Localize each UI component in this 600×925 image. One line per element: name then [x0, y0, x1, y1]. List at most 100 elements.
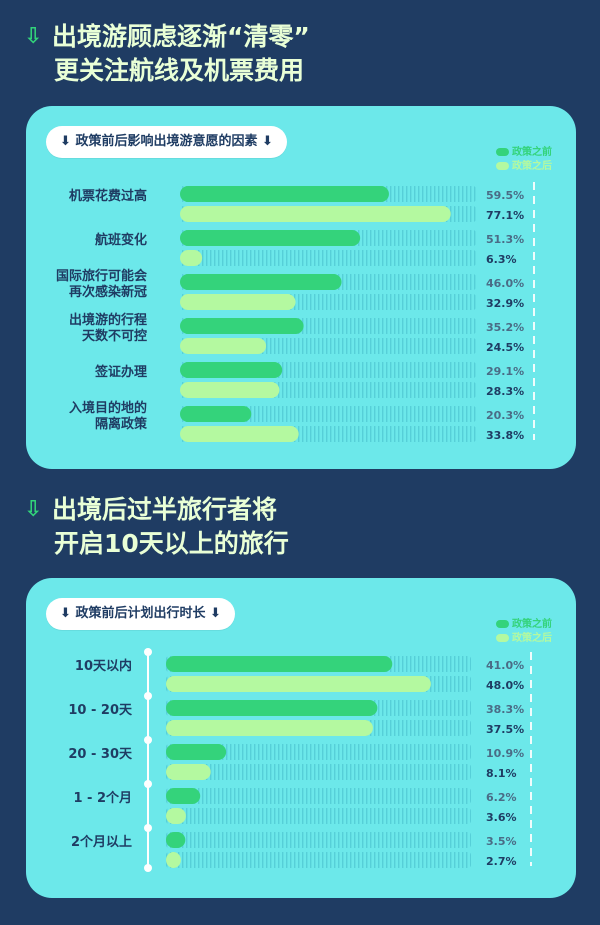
legend-label-after: 政策之后 — [512, 161, 552, 172]
value-label-after: 37.5% — [486, 723, 524, 736]
value-label-after: 3.6% — [486, 811, 517, 824]
section-heading-1: ⇩ 出境游顾虑逐渐“清零” 更关注航线及机票费用 — [24, 20, 310, 88]
arrow-down-icon: ⇩ — [24, 497, 43, 522]
value-label-before: 51.3% — [486, 233, 524, 246]
chart-1-legend: 政策之前 政策之后 — [496, 146, 552, 174]
value-label-after: 33.8% — [486, 429, 524, 442]
bar-after — [166, 720, 373, 736]
bar-before — [166, 700, 378, 716]
chart-1-svg: 59.5% 77.1% 机票花费过高 51.3% 6.3% 航班变化 46.0% 32.9% 国… — [56, 182, 535, 442]
value-label-before: 3.5% — [486, 835, 517, 848]
category-label: 机票花费过高 — [69, 188, 147, 204]
category-label: 20 - 30天 — [68, 747, 133, 762]
guide-dot — [144, 692, 152, 700]
bar-after — [180, 426, 299, 442]
value-label-before: 6.2% — [486, 791, 517, 804]
heading-2-line-1: 出境后过半旅行者将 — [52, 495, 278, 524]
legend-item-before: 政策之前 — [496, 618, 552, 632]
bar-before — [180, 362, 283, 378]
bar-after — [180, 338, 267, 354]
value-label-after: 8.1% — [486, 767, 517, 780]
guide-dot — [144, 736, 152, 744]
category-label: 10天以内 — [75, 658, 132, 674]
bar-before — [166, 744, 227, 760]
bar-before — [180, 186, 389, 202]
value-label-before: 38.3% — [486, 703, 524, 716]
category-label: 隔离政策 — [95, 416, 148, 432]
bar-track — [166, 808, 471, 824]
bar-after — [166, 764, 211, 780]
value-label-before: 59.5% — [486, 189, 524, 202]
legend-swatch-before — [496, 620, 509, 628]
legend-item-before: 政策之前 — [496, 146, 552, 160]
value-label-before: 10.9% — [486, 747, 524, 760]
value-label-before: 41.0% — [486, 659, 524, 672]
legend-label-before: 政策之前 — [512, 147, 552, 158]
legend-swatch-after — [496, 162, 509, 170]
bar-after — [166, 808, 186, 824]
legend-label-after: 政策之后 — [512, 633, 552, 644]
arrow-down-icon: ⬇ — [60, 606, 71, 621]
bar-before — [180, 230, 361, 246]
heading-2-line-2: 开启10天以上的旅行 — [54, 529, 289, 558]
value-label-before: 35.2% — [486, 321, 524, 334]
bar-after — [180, 250, 203, 266]
bar-after — [180, 206, 451, 222]
chart-panel-2: ⬇ 政策前后计划出行时长 ⬇ 政策之前 政策之后 41.0% 48.0% 10天以内… — [26, 578, 576, 898]
arrow-down-icon: ⇩ — [24, 24, 43, 49]
bar-track — [166, 832, 471, 848]
bar-before — [180, 318, 304, 334]
guide-dot — [144, 648, 152, 656]
bar-after — [166, 852, 181, 868]
category-label: 10 - 20天 — [68, 703, 133, 718]
category-label: 天数不可控 — [82, 328, 147, 344]
category-label: 1 - 2个月 — [73, 790, 132, 806]
legend-item-after: 政策之后 — [496, 632, 552, 646]
category-label: 航班变化 — [95, 232, 147, 248]
chart-panel-1: ⬇ 政策前后影响出境游意愿的因素 ⬇ 政策之前 政策之后 59.5% 77.1% 机… — [26, 106, 576, 469]
value-label-before: 29.1% — [486, 365, 524, 378]
chart-2-svg: 41.0% 48.0% 10天以内 38.3% 37.5% 10 - 20天 10.9% 8.… — [68, 648, 532, 872]
category-label: 2个月以上 — [71, 834, 132, 850]
bar-after — [166, 676, 431, 692]
bar-track — [180, 406, 476, 422]
value-label-after: 6.3% — [486, 253, 517, 266]
chart-1-title: 政策前后影响出境游意愿的因素 — [75, 134, 258, 149]
bar-track — [166, 744, 471, 760]
category-label: 国际旅行可能会 — [56, 268, 148, 284]
bar-before — [180, 406, 252, 422]
category-label: 签证办理 — [94, 364, 147, 380]
category-label: 入境目的地的 — [69, 400, 147, 416]
bar-before — [166, 656, 393, 672]
arrow-down-icon: ⬇ — [60, 134, 71, 149]
value-label-before: 20.3% — [486, 409, 524, 422]
arrow-down-icon: ⬇ — [209, 606, 221, 621]
value-label-after: 28.3% — [486, 385, 524, 398]
arrow-down-icon: ⬇ — [261, 134, 273, 149]
chart-1-title-pill: ⬇ 政策前后影响出境游意愿的因素 ⬇ — [46, 126, 287, 158]
chart-2-title-pill: ⬇ 政策前后计划出行时长 ⬇ — [46, 598, 235, 630]
chart-2-legend: 政策之前 政策之后 — [496, 618, 552, 646]
category-label: 再次感染新冠 — [69, 284, 147, 300]
bar-before — [166, 788, 201, 804]
guide-dot — [144, 824, 152, 832]
value-label-after: 32.9% — [486, 297, 524, 310]
bar-track — [166, 764, 471, 780]
legend-swatch-before — [496, 148, 509, 156]
category-label: 出境游的行程 — [69, 312, 147, 328]
guide-dot — [144, 780, 152, 788]
bar-after — [180, 382, 280, 398]
bar-track — [166, 852, 471, 868]
section-heading-2: ⇩ 出境后过半旅行者将 开启10天以上的旅行 — [24, 493, 289, 561]
value-label-after: 48.0% — [486, 679, 524, 692]
legend-swatch-after — [496, 634, 509, 642]
value-label-after: 77.1% — [486, 209, 524, 222]
value-label-after: 24.5% — [486, 341, 524, 354]
value-label-after: 2.7% — [486, 855, 517, 868]
bar-after — [180, 294, 296, 310]
bar-before — [180, 274, 342, 290]
chart-2-title: 政策前后计划出行时长 — [75, 606, 206, 621]
value-label-before: 46.0% — [486, 277, 524, 290]
legend-label-before: 政策之前 — [512, 619, 552, 630]
heading-1-line-1: 出境游顾虑逐渐“清零” — [52, 22, 310, 51]
